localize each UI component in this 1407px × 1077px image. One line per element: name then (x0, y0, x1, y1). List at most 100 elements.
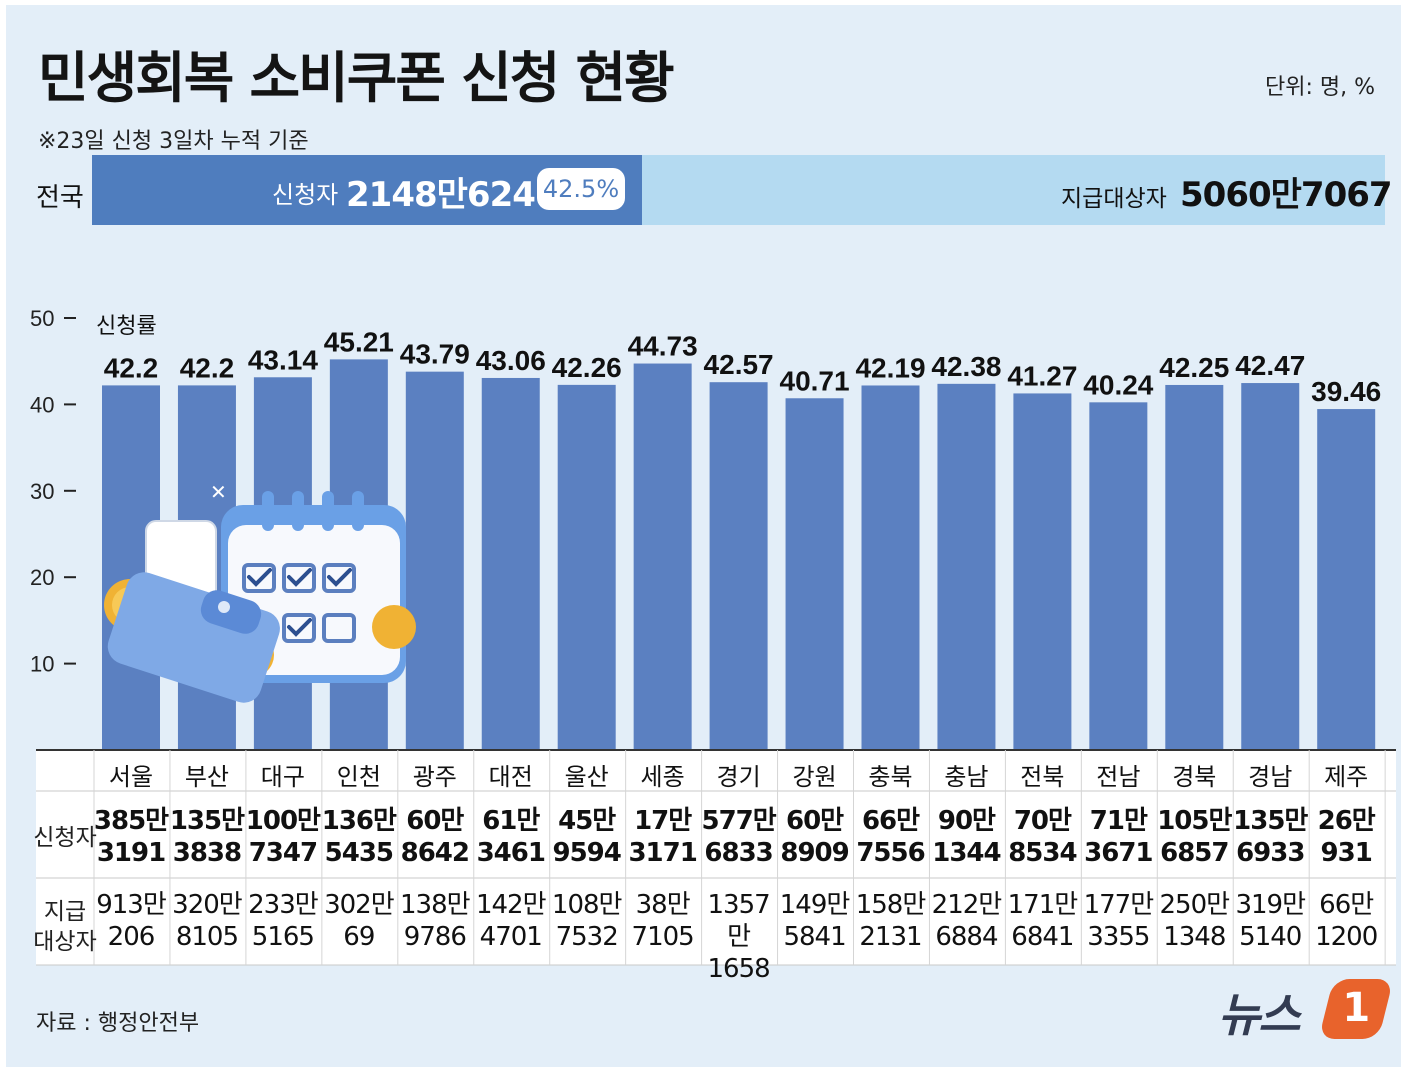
value-label-대전: 43.06 (476, 345, 546, 376)
applicants-cell: 90만 1344 (928, 805, 1004, 869)
region-label: 전북 (1020, 763, 1065, 791)
eligible-cell-line: 69 (343, 922, 375, 952)
eligible-cell: 233만 5165 (245, 889, 321, 953)
y-tick-label: 30 (30, 479, 54, 504)
eligible-cell: 38만 7105 (625, 889, 701, 953)
eligible-cell-line: 913만 (96, 890, 167, 920)
region-label: 광주 (412, 763, 457, 791)
bar-경기 (709, 382, 768, 750)
applicants-cell-line: 3171 (628, 838, 697, 868)
applicants-cell-line: 60만 (406, 806, 464, 836)
bar-전남 (1089, 402, 1148, 750)
value-label-인천: 45.21 (324, 326, 394, 357)
applicants-cell-line: 5435 (324, 838, 394, 868)
national-eligible-label: 지급대상자 (1061, 186, 1167, 212)
eligible-cell: 108만 7532 (549, 889, 625, 953)
national-applicants-value: 2148만6247 (346, 175, 559, 215)
applicants-cell-line: 931 (1320, 838, 1373, 868)
applicants-cell-line: 3461 (476, 838, 546, 868)
applicants-cell-line: 26만 (1317, 806, 1376, 836)
national-rate-badge: 42.5% (537, 168, 625, 210)
applicants-cell-line: 100만 (245, 806, 321, 836)
region-label: 경기 (716, 763, 761, 791)
applicants-cell: 100만 7347 (245, 805, 321, 869)
national-applicants-label: 신청자 (272, 181, 339, 209)
value-label-충남: 42.38 (931, 351, 1001, 382)
eligible-cell-line: 149만 (779, 890, 851, 920)
bar-충북 (861, 385, 920, 750)
value-label-광주: 43.79 (400, 339, 470, 370)
applicants-cell-line: 135만 (1233, 806, 1308, 836)
eligible-cell: 142만 4701 (473, 889, 549, 953)
eligible-cell-line: 177만 (1083, 890, 1155, 920)
applicants-cell-line: 71만 (1089, 806, 1148, 836)
page-title: 민생회복 소비쿠폰 신청 현황 (38, 46, 675, 110)
eligible-cell-line: 319만 (1235, 890, 1306, 920)
eligible-cell-line: 142만 (475, 890, 547, 920)
eligible-cell: 320만 8105 (169, 889, 245, 953)
applicants-cell: 66만 7556 (853, 805, 929, 869)
rate-label: 신청률 (96, 314, 157, 339)
eligible-cell: 913만 206 (93, 889, 169, 953)
applicants-cell: 577만 6833 (701, 805, 776, 869)
y-tick-label: 50 (30, 306, 54, 331)
value-label-전남: 40.24 (1083, 369, 1153, 400)
eligible-cell: 1357만 1658 (701, 889, 777, 985)
applicants-cell-line: 577만 (701, 806, 776, 836)
eligible-cell-line: 38만 (635, 890, 691, 920)
applicants-cell: 135만 3838 (169, 805, 245, 869)
region-label: 충남 (944, 763, 989, 791)
eligible-cell-line: 3355 (1087, 922, 1150, 952)
eligible-cell-line: 5165 (251, 922, 315, 952)
eligible-cell-line: 2131 (859, 922, 922, 952)
applicants-cell: 385만 3191 (93, 805, 169, 869)
applicants-cell-line: 7347 (248, 838, 318, 868)
applicants-cell-line: 17만 (634, 806, 692, 836)
applicants-cell: 71만 3671 (1080, 805, 1156, 869)
eligible-cell: 250만 1348 (1156, 889, 1232, 953)
eligible-cell-line: 206 (107, 922, 156, 952)
bar-전북 (1013, 393, 1072, 750)
value-label-제주: 39.46 (1311, 376, 1381, 407)
applicants-cell-line: 135만 (169, 806, 245, 836)
logo-badge: 1 (1318, 979, 1394, 1039)
bar-경북 (1165, 384, 1224, 750)
eligible-cell-line: 171만 (1007, 890, 1079, 920)
region-label: 경남 (1248, 763, 1293, 791)
region-label: 대전 (488, 763, 533, 791)
bar-광주 (405, 371, 464, 750)
applicants-cell: 26만 931 (1308, 805, 1384, 869)
eligible-cell: 177만 3355 (1080, 889, 1156, 953)
applicants-cell: 135만 6933 (1232, 805, 1308, 869)
eligible-cell-line: 7532 (555, 922, 619, 952)
applicants-cell: 17만 3171 (625, 805, 701, 869)
eligible-cell: 171만 6841 (1004, 889, 1080, 953)
news1-logo: 뉴스 1 (1218, 973, 1394, 1045)
applicants-cell-line: 105만 (1157, 806, 1232, 836)
eligible-cell-line: 5841 (783, 922, 846, 952)
bar-충남 (937, 383, 996, 750)
applicants-cell-line: 385만 (93, 806, 169, 836)
eligible-row-label-2: 대상자 (33, 929, 97, 955)
eligible-cell-line: 8105 (175, 922, 239, 952)
applicants-cell: 136만 5435 (321, 805, 397, 869)
applicants-cell: 105만 6857 (1156, 805, 1232, 869)
value-label-부산: 42.2 (180, 352, 235, 383)
applicants-cell-line: 61만 (482, 806, 540, 836)
value-label-충북: 42.19 (855, 352, 925, 383)
eligible-cell-line: 138만 (400, 890, 471, 920)
applicants-cell: 70만 8534 (1004, 805, 1080, 869)
source-note: 자료 : 행정안전부 (36, 1011, 200, 1036)
national-label: 전국 (36, 183, 84, 213)
applicants-cell-line: 45만 (558, 806, 616, 836)
eligible-cell: 212만 6884 (928, 889, 1004, 953)
eligible-cell-line: 6884 (935, 922, 998, 952)
applicants-cell-line: 9594 (552, 838, 622, 868)
eligible-cell: 158만 2131 (853, 889, 929, 953)
region-label: 부산 (184, 763, 230, 791)
wallet-calendar-illustration: ✕ (104, 480, 416, 703)
region-label: 강원 (792, 763, 837, 791)
applicants-cell-line: 8909 (780, 838, 849, 868)
value-label-경남: 42.47 (1235, 350, 1305, 381)
